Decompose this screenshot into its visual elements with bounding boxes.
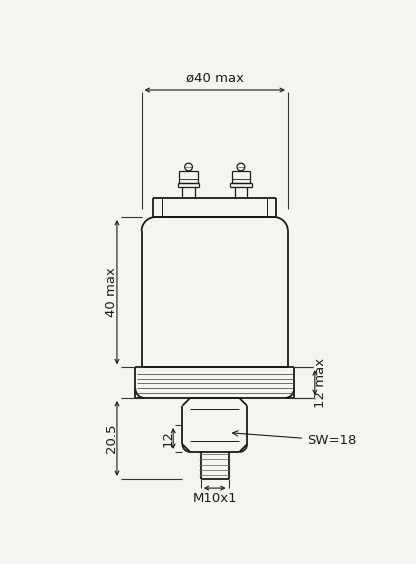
Text: M10x1: M10x1 [193, 492, 237, 505]
Text: 20.5: 20.5 [105, 424, 118, 453]
Text: 12 max: 12 max [314, 358, 327, 408]
Text: SW=18: SW=18 [233, 431, 357, 447]
Text: 40 max: 40 max [105, 267, 118, 317]
Text: 12: 12 [162, 430, 175, 447]
Text: ø40 max: ø40 max [186, 72, 244, 85]
